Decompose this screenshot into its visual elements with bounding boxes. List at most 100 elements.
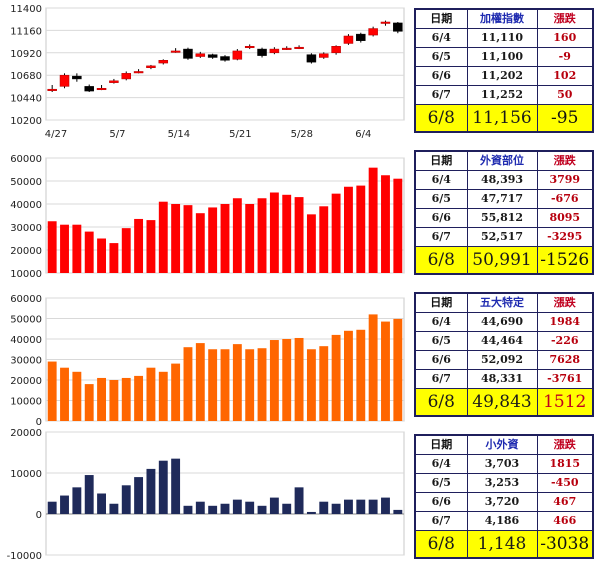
latest-value: 11,156 [466, 104, 538, 133]
row-change: -226 [536, 331, 594, 351]
y-tick-label: 10000 [10, 269, 42, 280]
row-change: 1815 [536, 454, 594, 474]
row-value: 3,720 [466, 492, 538, 512]
y-tick-label: 20000 [10, 376, 42, 387]
table-header-row: 日期 外資部位 漲跌 [414, 150, 594, 171]
x-tick-label: 5/14 [168, 129, 190, 140]
y-tick-label: 10440 [10, 94, 42, 105]
bar [319, 346, 329, 421]
row-date: 6/6 [414, 208, 468, 228]
header-value: 五大特定 [466, 292, 538, 313]
row-date: 6/4 [414, 312, 468, 332]
latest-date: 6/8 [414, 246, 468, 275]
bar [47, 221, 57, 273]
bar [344, 330, 353, 421]
bar [146, 468, 156, 514]
y-tick-label: 20000 [10, 246, 42, 257]
bar [282, 503, 292, 514]
row-change: 467 [536, 492, 594, 512]
latest-date: 6/8 [414, 388, 468, 417]
candle-body [306, 54, 317, 63]
latest-row: 6/8 11,156 -95 [414, 104, 594, 133]
x-tick-label: 4/27 [45, 129, 67, 140]
bar [134, 477, 144, 514]
row-date: 6/5 [414, 189, 468, 209]
bar [331, 193, 341, 273]
bar [356, 329, 366, 421]
table-row: 6/4 11,110 160 [414, 28, 594, 48]
bar [294, 487, 304, 514]
row-value: 52,517 [466, 227, 538, 247]
row-value: 47,717 [466, 189, 538, 209]
row-change: 3799 [536, 170, 594, 190]
bar [368, 314, 378, 421]
row-change: 102 [536, 66, 594, 86]
bar [294, 197, 304, 273]
row-value: 11,202 [466, 66, 538, 86]
table-row: 6/5 3,253 -450 [414, 473, 594, 493]
bar [121, 485, 131, 514]
bar [381, 497, 390, 514]
candle-body [109, 80, 119, 83]
bar [208, 505, 218, 514]
bar [183, 347, 193, 421]
plot-area [45, 7, 405, 121]
candle-body [269, 48, 280, 54]
latest-change: -1526 [536, 246, 594, 275]
row-date: 6/7 [414, 511, 468, 531]
latest-change: 1512 [536, 388, 594, 417]
bar [393, 318, 403, 421]
header-value: 小外資 [466, 434, 538, 455]
candle-body [356, 33, 366, 41]
candle-body [393, 22, 403, 32]
bar [146, 367, 156, 421]
row-date: 6/7 [414, 369, 468, 389]
candle-body [170, 50, 181, 53]
bar [171, 363, 181, 421]
bar [368, 499, 378, 514]
bar [158, 371, 168, 421]
bar [72, 371, 82, 421]
bar [109, 503, 119, 514]
y-tick-label: 50000 [10, 177, 42, 188]
header-value: 加權指數 [466, 8, 538, 29]
bar [331, 503, 341, 514]
table-header-row: 日期 小外資 漲跌 [414, 434, 594, 455]
row-change: 7628 [536, 350, 594, 370]
bar [109, 380, 119, 421]
candle-body [195, 53, 206, 57]
bar [84, 384, 94, 421]
y-tick-label: 40000 [10, 200, 42, 211]
bar [269, 192, 279, 273]
bar [183, 505, 193, 514]
bar [146, 220, 156, 273]
y-tick-label: 10000 [10, 469, 42, 480]
y-tick-label: 60000 [10, 154, 42, 165]
row-change: -3295 [536, 227, 594, 247]
bar [368, 167, 378, 273]
candle-body [232, 50, 243, 60]
y-tick-label: 10680 [10, 71, 42, 82]
row-change: -3761 [536, 369, 594, 389]
bar [257, 505, 267, 514]
latest-change: -3038 [536, 530, 594, 559]
candle-body [319, 53, 329, 58]
row-date: 6/6 [414, 66, 468, 86]
candle-body [257, 48, 267, 56]
candle-body [244, 46, 255, 49]
bar [245, 501, 255, 514]
bar [220, 204, 230, 273]
row-date: 6/5 [414, 473, 468, 493]
candle-body [72, 75, 82, 80]
bar [84, 231, 94, 273]
bar [109, 243, 119, 273]
bar [134, 375, 144, 421]
table-row: 6/6 55,812 8095 [414, 208, 594, 228]
bar [356, 185, 366, 273]
latest-date: 6/8 [414, 530, 468, 559]
candle-body [121, 73, 131, 80]
bar [381, 175, 390, 273]
y-tick-label: -10000 [7, 551, 42, 561]
bar [344, 186, 353, 273]
